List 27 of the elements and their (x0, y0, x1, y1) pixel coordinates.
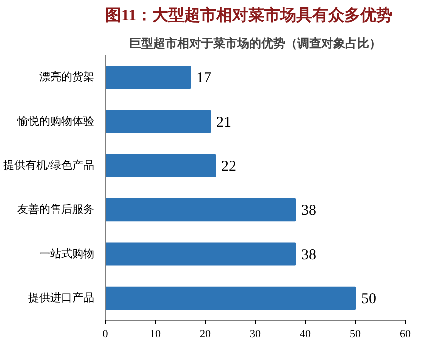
y-tick-label: 愉悦的购物体验 (16, 116, 94, 128)
data-label: 38 (302, 203, 316, 220)
x-tick-label: 50 (350, 328, 362, 340)
bar (106, 286, 356, 310)
x-tick-label: 10 (150, 328, 162, 340)
data-label: 17 (196, 70, 212, 87)
x-tick-label: 30 (250, 328, 262, 340)
y-tick-label: 提供进口产品 (28, 291, 94, 304)
data-label: 21 (216, 114, 232, 131)
x-tick-label: 60 (400, 328, 412, 340)
y-tick-label: 友善的售后服务 (18, 203, 94, 216)
bar (106, 198, 296, 222)
chart-subtitle: 巨型超市相对于菜市场的优势（调查对象占比） (130, 36, 382, 50)
data-label: 38 (302, 247, 316, 264)
bar (106, 66, 191, 90)
y-tick-label: 提供有机/绿色产品 (3, 158, 95, 172)
bar (106, 154, 216, 178)
data-label: 50 (362, 291, 376, 308)
y-tick-label: 漂亮的货架 (40, 70, 94, 84)
x-tick-label: 20 (200, 328, 212, 340)
bar (106, 110, 211, 134)
data-label: 22 (222, 158, 236, 175)
bar (106, 242, 296, 266)
x-tick-label: 40 (300, 328, 312, 340)
x-tick-label: 0 (102, 328, 109, 340)
y-tick-label: 一站式购物 (40, 247, 94, 260)
chart-title: 图11：大型超市相对菜市场具有众多优势 (106, 6, 393, 24)
